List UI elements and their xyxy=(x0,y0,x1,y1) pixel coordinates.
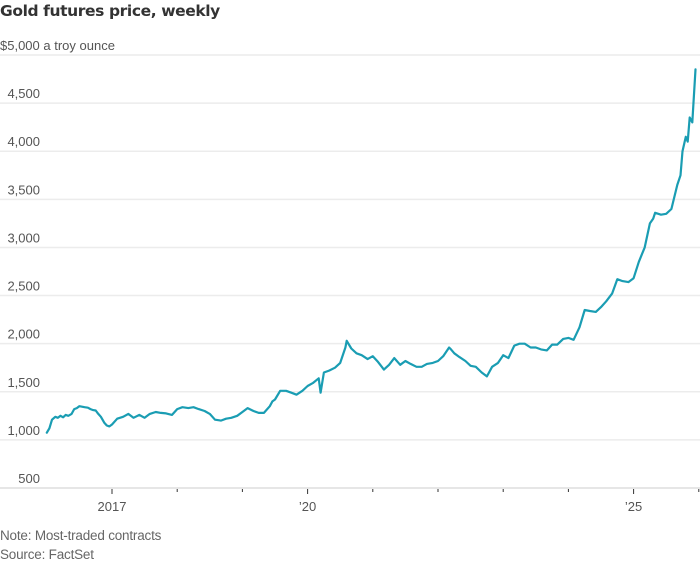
chart-note: Note: Most-traded contracts xyxy=(0,528,162,543)
line-chart: 500 1,000 1,500 2,000 2,500 3,000 3,500 4,000 4,… xyxy=(0,38,700,514)
y-tick-label: 4,000 xyxy=(7,134,40,149)
y-tick-label: 3,000 xyxy=(7,230,40,245)
y-axis-labels: 500 1,000 1,500 2,000 2,500 3,000 3,500 4,000 4,… xyxy=(0,38,115,486)
gridlines xyxy=(0,54,700,489)
x-tick-label: 2017 xyxy=(98,499,127,514)
series-layer xyxy=(45,68,697,434)
y-tick-label: 4,500 xyxy=(7,86,40,101)
y-axis-unit-label: $5,000 a troy ounce xyxy=(0,38,115,53)
y-tick-label: 500 xyxy=(18,471,40,486)
y-tick-label: 3,500 xyxy=(7,182,40,197)
y-tick-label: 2,000 xyxy=(7,327,40,342)
x-tick-label: ’20 xyxy=(299,499,316,514)
series-line-gold-futures xyxy=(45,68,697,434)
chart-source: Source: FactSet xyxy=(0,547,94,562)
y-tick-label: 1,000 xyxy=(7,423,40,438)
x-axis: 2017 ’20 ’25 xyxy=(98,489,700,514)
y-tick-label: 2,500 xyxy=(7,279,40,294)
chart-title: Gold futures price, weekly xyxy=(0,2,220,20)
y-tick-label: 1,500 xyxy=(7,375,40,390)
x-tick-label: ’25 xyxy=(625,499,642,514)
